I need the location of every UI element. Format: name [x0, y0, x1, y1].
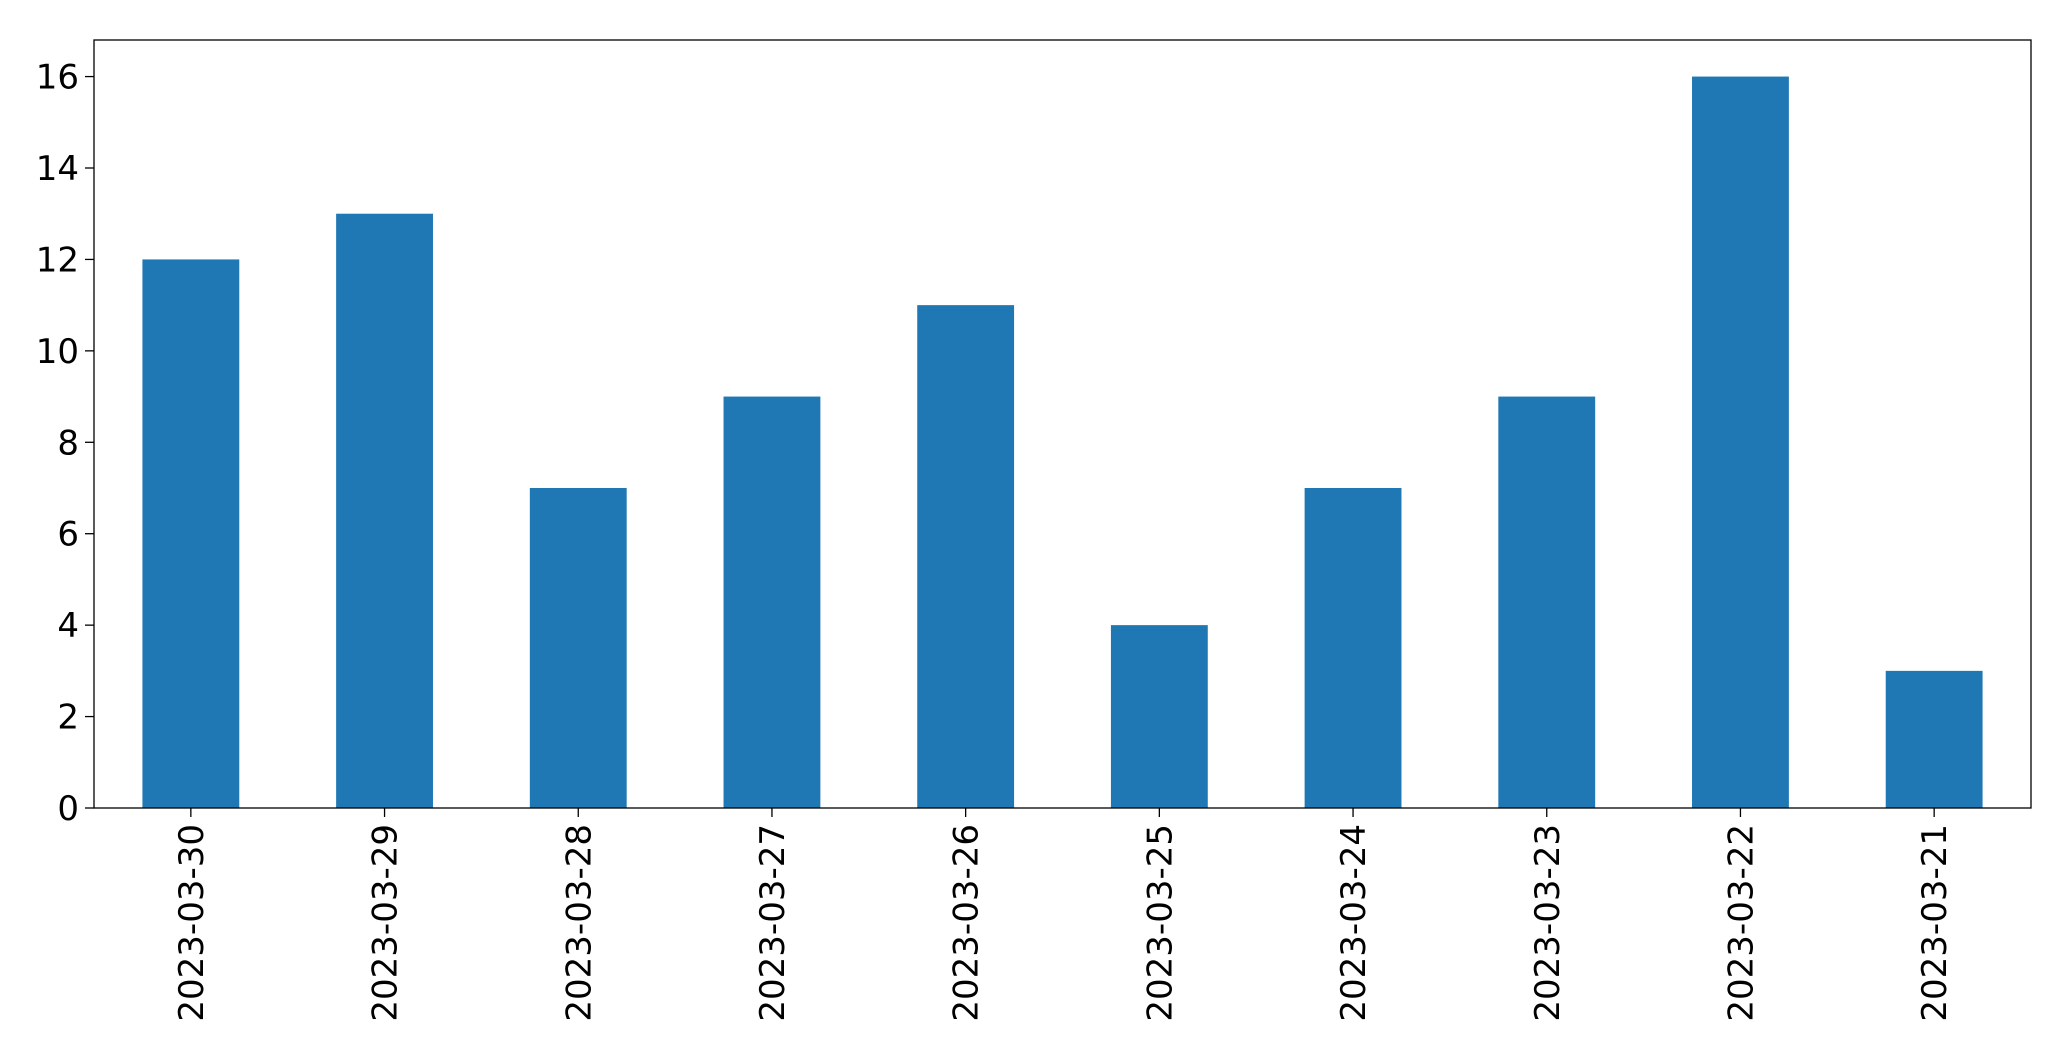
y-tick-label: 10	[36, 332, 79, 372]
y-tick-label: 0	[57, 789, 79, 829]
bar	[1692, 76, 1789, 809]
y-tick-label: 12	[36, 240, 79, 280]
bar	[1110, 625, 1208, 808]
plot-frame	[93, 39, 2032, 809]
x-tick-label: 2023-03-27	[753, 824, 793, 1022]
bar	[723, 396, 821, 808]
bar	[917, 305, 1015, 808]
y-tick-label: 2	[57, 698, 79, 738]
y-tick-label: 14	[36, 149, 79, 189]
x-tick-label: 2023-03-24	[1334, 824, 1374, 1022]
x-tick-label: 2023-03-22	[1721, 824, 1761, 1022]
y-tick-label: 16	[36, 58, 79, 98]
bar	[529, 488, 627, 808]
bar	[1304, 488, 1402, 808]
x-tick-label: 2023-03-30	[172, 824, 212, 1022]
x-tick-label: 2023-03-29	[366, 824, 406, 1022]
x-tick-label: 2023-03-28	[559, 824, 599, 1022]
bar	[336, 213, 433, 808]
y-tick-label: 8	[57, 423, 79, 463]
x-tick-label: 2023-03-25	[1140, 824, 1180, 1022]
bar	[142, 259, 240, 808]
x-tick-label: 2023-03-23	[1528, 824, 1568, 1022]
y-tick-label: 4	[57, 606, 79, 646]
bar	[1885, 670, 1983, 808]
y-tick-label: 6	[57, 515, 79, 555]
x-tick-label: 2023-03-26	[947, 824, 987, 1022]
x-tick-label: 2023-03-21	[1915, 824, 1955, 1022]
bar	[1498, 396, 1596, 808]
